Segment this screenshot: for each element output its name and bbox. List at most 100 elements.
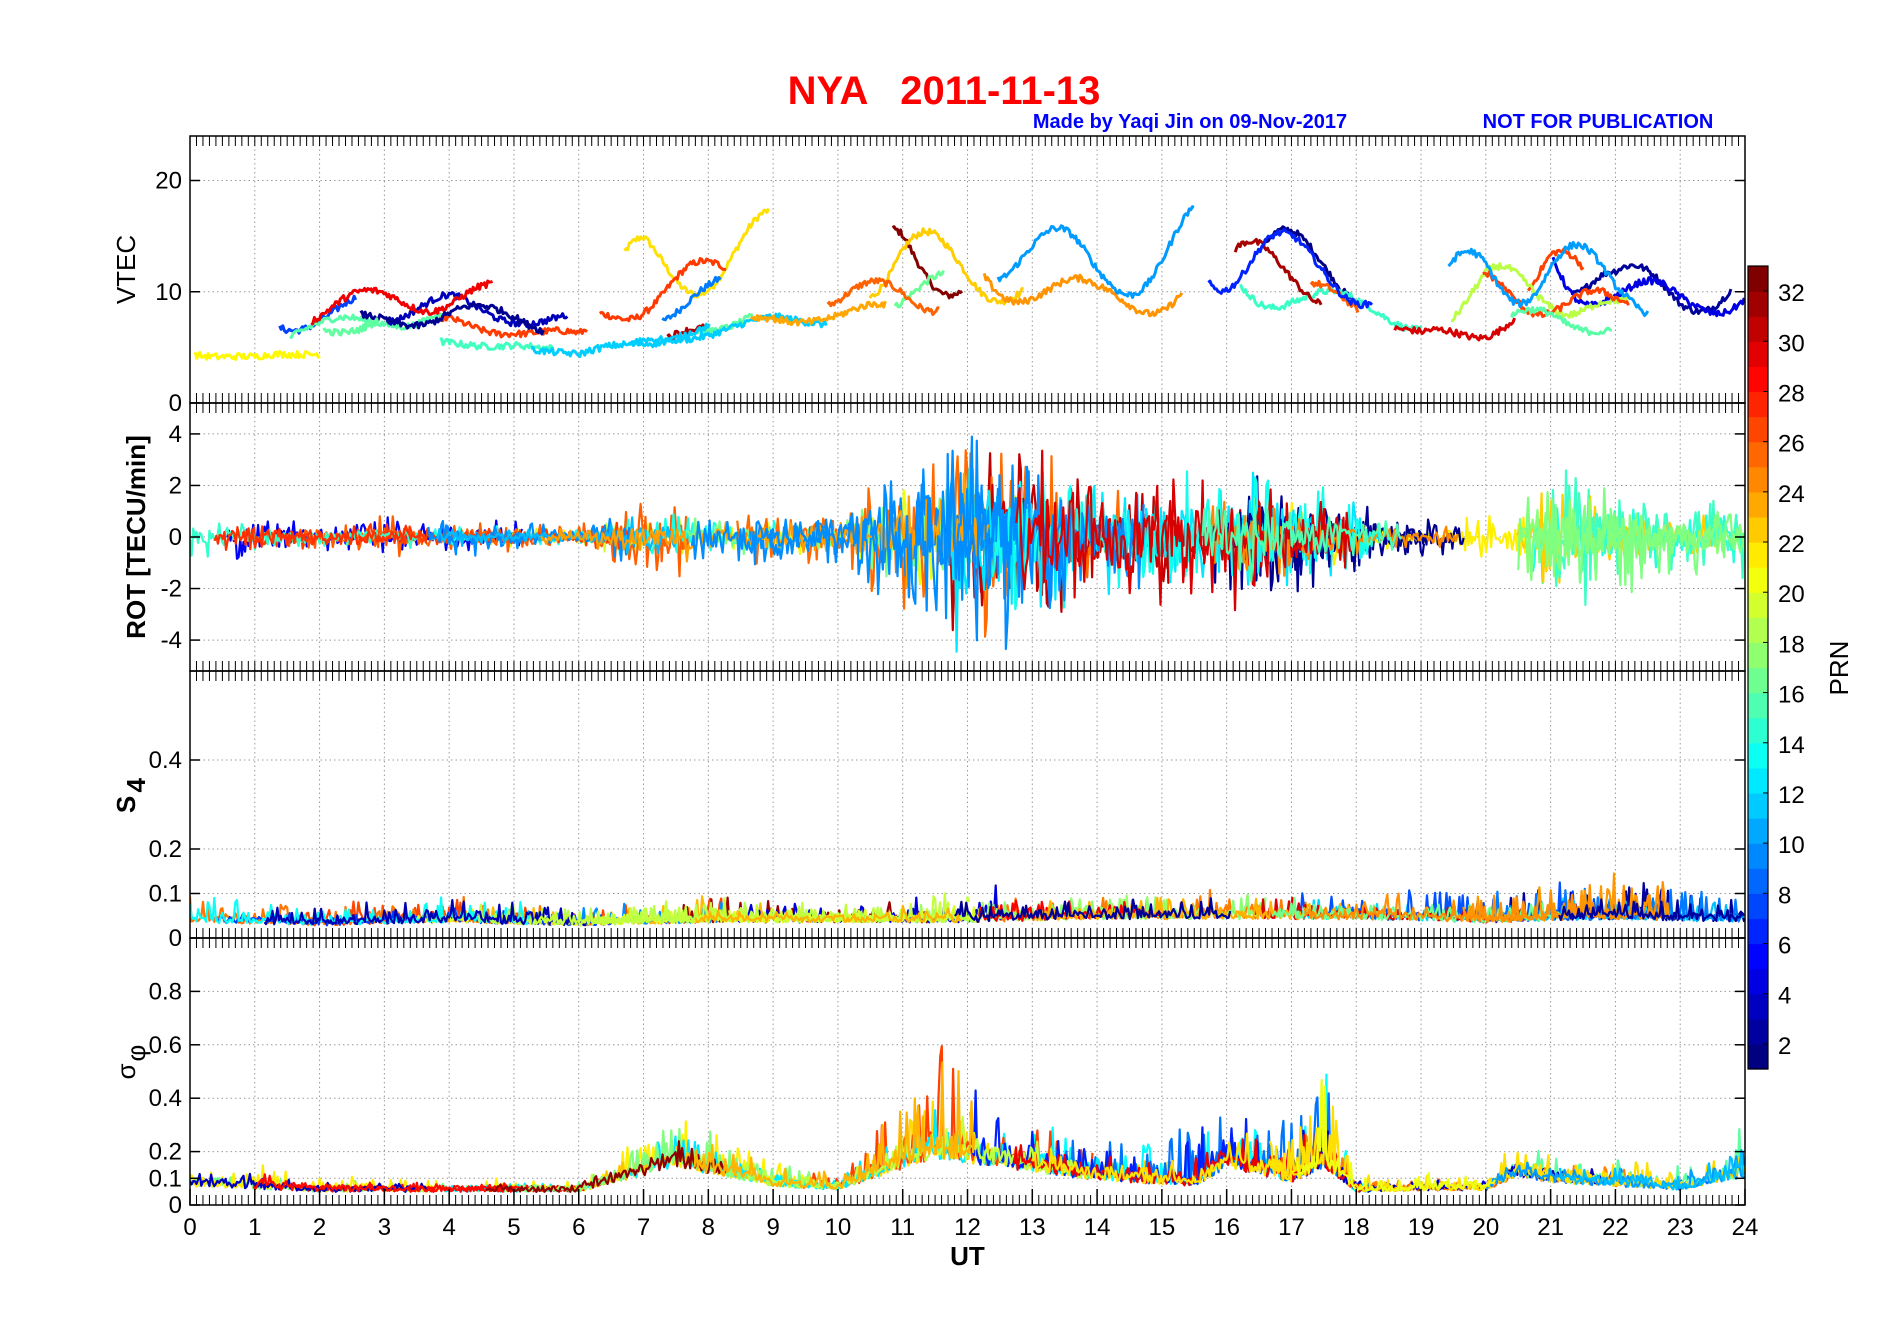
series-line-s4: [532, 892, 971, 927]
notice-text: NOT FOR PUBLICATION: [1483, 111, 1714, 133]
y-axis-label: ROT [TECU/min]: [121, 435, 151, 639]
series-line-vtec: [387, 291, 569, 328]
series-line-rot: [1517, 487, 1745, 594]
panel-vtec: 0 10 20 VTEC: [111, 135, 1746, 417]
series-line-vtec: [1551, 256, 1745, 318]
series-line-vtec: [891, 225, 964, 300]
y-axis-label-sub: φ: [121, 1045, 151, 1062]
colorbar-band: [1748, 592, 1768, 618]
colorbar-tick-label: 18: [1778, 631, 1805, 658]
colorbar-tick-label: 20: [1778, 581, 1805, 608]
colorbar-band: [1748, 767, 1768, 794]
colorbar-band: [1748, 291, 1768, 317]
colorbar-tick-label: 8: [1778, 882, 1791, 909]
x-axis-label: UT: [950, 1241, 985, 1271]
colorbar-band: [1748, 516, 1768, 543]
y-tick-label: 0: [169, 925, 182, 952]
y-tick-label: -4: [161, 627, 182, 654]
colorbar-band: [1748, 943, 1768, 970]
series-line-vtec: [982, 273, 1184, 318]
y-tick-label: 0.4: [149, 747, 182, 774]
x-tick-label: 0: [183, 1214, 196, 1241]
x-tick-label: 8: [702, 1214, 715, 1241]
y-tick-label: 0: [169, 1192, 182, 1219]
colorbar-tick-label: 28: [1778, 380, 1805, 407]
series-line-s4: [694, 904, 962, 924]
x-minor-ticks: [189, 671, 1746, 938]
x-tick-label: 7: [637, 1214, 650, 1241]
x-tick-label: 10: [825, 1214, 852, 1241]
colorbar-band: [1748, 968, 1768, 995]
x-tick-label: 1: [248, 1214, 261, 1241]
series-line-vtec: [1451, 262, 1630, 323]
y-axis-label-group: σφ: [111, 1045, 151, 1080]
series-line-vtec: [322, 317, 380, 337]
colorbar-tick-label: 32: [1778, 280, 1805, 307]
colorbar-band: [1748, 567, 1768, 593]
y-tick-label: 10: [155, 279, 182, 306]
series-line-vtec: [439, 337, 555, 353]
colorbar-band: [1748, 391, 1768, 418]
series-line-vtec: [359, 301, 545, 336]
series-line-vtec: [661, 275, 722, 322]
series-line-s4: [263, 898, 592, 927]
y-axis-label: VTEC: [111, 235, 141, 304]
colorbar-band: [1748, 717, 1768, 744]
x-tick-label: 18: [1343, 1214, 1370, 1241]
series-line-vtec: [310, 279, 494, 326]
colorbar-band: [1748, 843, 1768, 869]
credit-text: Made by Yaqi Jin on 09-Nov-2017: [1033, 111, 1347, 133]
series-line-vtec: [1447, 240, 1650, 317]
x-tick-label: 9: [766, 1214, 779, 1241]
colorbar-band: [1748, 1043, 1768, 1070]
x-minor-ticks: [189, 136, 1746, 403]
series-line-sigma_phi: [485, 1140, 727, 1194]
panel-s4: 0 0.1 0.2 0.4 S4: [111, 670, 1746, 952]
traces-s4: [190, 872, 1745, 927]
y-tick-label: 0.4: [149, 1085, 182, 1112]
colorbar-tick-label: 2: [1778, 1033, 1791, 1060]
x-tick-label: 12: [954, 1214, 981, 1241]
x-tick-label: 6: [572, 1214, 585, 1241]
series-line-sigma_phi: [252, 1173, 519, 1193]
y-tick-label: 0.1: [149, 881, 182, 908]
series-line-s4: [1303, 880, 1675, 923]
x-tick-label: 15: [1149, 1214, 1176, 1241]
colorbar-band: [1748, 491, 1768, 518]
colorbar-tick-label: 4: [1778, 983, 1791, 1010]
y-tick-label: 0.6: [149, 1032, 182, 1059]
y-axis-label: σ: [111, 1063, 141, 1079]
x-tick-label: 20: [1472, 1214, 1499, 1241]
figure-title: NYA 2011-11-13: [788, 69, 1101, 113]
colorbar-band: [1748, 792, 1768, 819]
colorbar-band: [1748, 667, 1768, 694]
colorbar-band: [1748, 993, 1768, 1020]
y-tick-label: -2: [161, 576, 182, 603]
y-tick-label: 0: [169, 524, 182, 551]
series-line-sigma_phi: [1558, 1148, 1745, 1191]
panel-rot: -4 -2 0 2 4 ROT [TECU/min]: [121, 402, 1746, 672]
x-tick-label: 21: [1537, 1214, 1564, 1241]
x-tick-label: 24: [1732, 1214, 1759, 1241]
series-line-vtec: [623, 207, 770, 299]
series-line-vtec: [1233, 237, 1323, 306]
series-line-vtec: [278, 294, 358, 335]
colorbar-band: [1748, 416, 1768, 443]
y-tick-label: 0.8: [149, 978, 182, 1005]
colorbar-band: [1748, 742, 1768, 769]
y-axis-label-group: S4: [111, 778, 151, 814]
series-line-s4: [954, 897, 1232, 923]
series-line-vtec: [826, 277, 940, 316]
colorbar-band: [1748, 341, 1768, 367]
y-tick-label: 0: [169, 390, 182, 417]
x-tick-label: 13: [1019, 1214, 1046, 1241]
x-tick-label: 11: [890, 1214, 915, 1241]
colorbar-tick-label: 6: [1778, 933, 1791, 960]
y-tick-label: 4: [169, 421, 182, 448]
y-axis-label-group: ROT [TECU/min]: [121, 435, 151, 639]
y-tick-label: 0.2: [149, 1139, 182, 1166]
colorbar-band: [1748, 466, 1768, 493]
y-tick-label: 0.2: [149, 836, 182, 863]
